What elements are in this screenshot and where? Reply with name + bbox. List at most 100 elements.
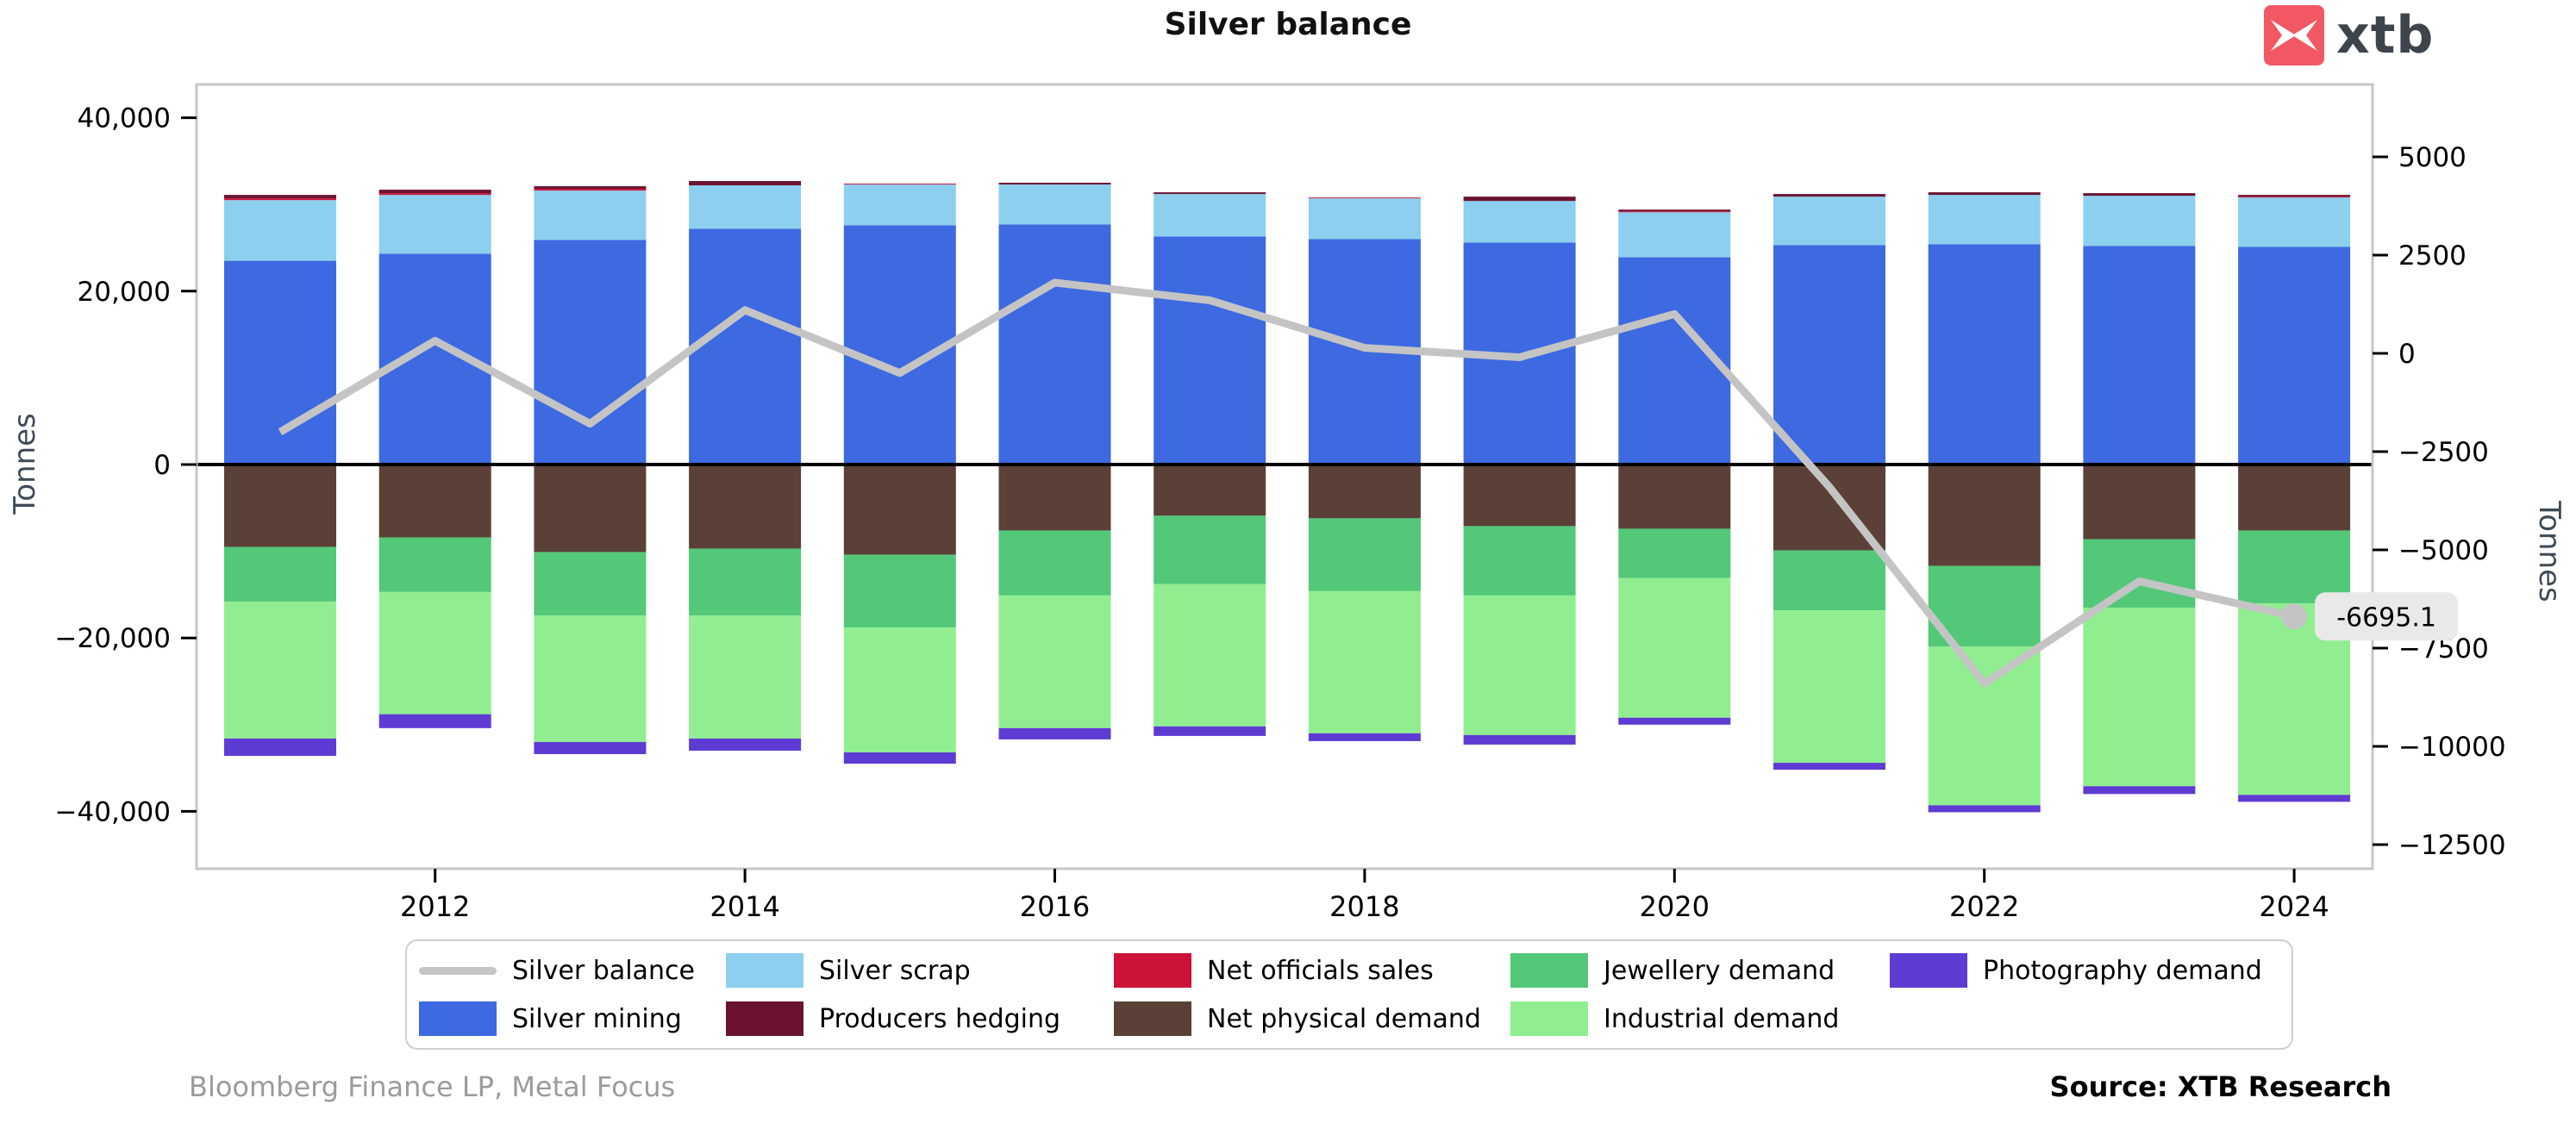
bar-segment-net-officials-sales-2011 bbox=[224, 198, 336, 201]
legend-swatch bbox=[419, 966, 497, 975]
bar-segment-silver-mining-2016 bbox=[998, 224, 1111, 465]
legend-label: Photography demand bbox=[1983, 955, 2262, 986]
x-tick-label: 2020 bbox=[1640, 890, 1710, 923]
right-tick-label: 2500 bbox=[2398, 240, 2467, 271]
legend-label: Silver mining bbox=[512, 1003, 682, 1034]
legend-item-jewellery-demand: Jewellery demand bbox=[1510, 953, 1890, 988]
bar-segment-silver-mining-2013 bbox=[534, 240, 647, 465]
bar-segment-industrial-demand-2023 bbox=[2083, 607, 2196, 787]
legend-label: Silver scrap bbox=[819, 955, 971, 986]
legend-swatch bbox=[1890, 953, 1967, 988]
left-tick-label: 40,000 bbox=[78, 103, 171, 134]
bar-segment-net-physical-demand-2023 bbox=[2083, 465, 2196, 540]
bar-segment-photography-demand-2020 bbox=[1618, 717, 1731, 725]
bar-segment-silver-scrap-2015 bbox=[843, 184, 956, 226]
x-tick-label: 2014 bbox=[710, 890, 779, 923]
bar-segment-net-physical-demand-2013 bbox=[534, 465, 647, 552]
bar-segment-silver-scrap-2011 bbox=[224, 200, 336, 261]
bar-segment-industrial-demand-2011 bbox=[224, 601, 336, 739]
bar-segment-net-officials-sales-2018 bbox=[1308, 197, 1421, 199]
value-annotation: -6695.1 bbox=[2336, 602, 2436, 633]
bar-segment-jewellery-demand-2018 bbox=[1308, 518, 1421, 591]
xtb-logo-icon bbox=[2264, 5, 2324, 66]
right-tick-label: −2500 bbox=[2398, 437, 2489, 468]
bar-segment-producers-hedging-2017 bbox=[1154, 192, 1266, 195]
right-tick-label: 5000 bbox=[2398, 142, 2467, 173]
bar-segment-net-officials-sales-2020 bbox=[1618, 211, 1731, 213]
bar-segment-jewellery-demand-2020 bbox=[1618, 528, 1731, 578]
legend-item-producers-hedging: Producers hedging bbox=[726, 1001, 1114, 1036]
legend-swatch bbox=[726, 1001, 803, 1036]
bar-segment-producers-hedging-2020 bbox=[1618, 209, 1731, 212]
bar-segment-industrial-demand-2013 bbox=[534, 615, 647, 742]
bar-segment-net-physical-demand-2014 bbox=[689, 465, 802, 549]
bar-segment-producers-hedging-2011 bbox=[224, 195, 336, 199]
legend-item-net-officials-sales: Net officials sales bbox=[1114, 953, 1510, 988]
bar-segment-net-physical-demand-2011 bbox=[224, 465, 336, 547]
x-tick-label: 2024 bbox=[2259, 890, 2329, 923]
legend-item-net-physical-demand: Net physical demand bbox=[1114, 1001, 1510, 1036]
bar-segment-silver-mining-2021 bbox=[1773, 245, 1885, 465]
bar-segment-jewellery-demand-2014 bbox=[689, 548, 802, 616]
chart-title: Silver balance bbox=[1164, 7, 1412, 42]
bar-segment-industrial-demand-2021 bbox=[1773, 610, 1885, 764]
bar-segment-net-physical-demand-2019 bbox=[1463, 465, 1576, 527]
bar-segment-silver-mining-2017 bbox=[1154, 236, 1266, 465]
bar-segment-silver-mining-2014 bbox=[689, 228, 802, 465]
bar-segment-industrial-demand-2017 bbox=[1154, 583, 1266, 727]
xtb-logo-text: xtb bbox=[2336, 5, 2435, 66]
right-tick-label: −5000 bbox=[2398, 535, 2489, 566]
left-axis-label: Tonnes bbox=[8, 413, 42, 515]
legend-label: Net physical demand bbox=[1207, 1003, 1481, 1034]
bar-segment-silver-scrap-2020 bbox=[1618, 212, 1731, 258]
bar-segment-photography-demand-2018 bbox=[1308, 733, 1421, 741]
bar-segment-net-physical-demand-2015 bbox=[843, 465, 956, 555]
left-tick-label: 20,000 bbox=[78, 277, 171, 308]
bar-segment-industrial-demand-2018 bbox=[1308, 590, 1421, 733]
x-tick-label: 2016 bbox=[1020, 890, 1090, 923]
bar-segment-silver-scrap-2012 bbox=[378, 195, 491, 254]
left-tick-label: −20,000 bbox=[55, 623, 171, 654]
legend-swatch bbox=[419, 1001, 497, 1036]
bar-segment-silver-scrap-2023 bbox=[2083, 196, 2196, 246]
xtb-logo: xtb bbox=[2264, 5, 2434, 66]
legend-swatch bbox=[1114, 1001, 1191, 1036]
bar-segment-jewellery-demand-2017 bbox=[1154, 515, 1266, 584]
bar-segment-silver-scrap-2013 bbox=[534, 190, 647, 240]
bar-segment-silver-mining-2024 bbox=[2238, 246, 2351, 465]
legend-swatch bbox=[1114, 953, 1191, 988]
bar-segment-industrial-demand-2014 bbox=[689, 615, 802, 739]
bar-segment-net-physical-demand-2022 bbox=[1928, 465, 2041, 566]
bar-segment-producers-hedging-2023 bbox=[2083, 193, 2196, 197]
bar-segment-producers-hedging-2013 bbox=[534, 186, 647, 190]
bar-segment-jewellery-demand-2024 bbox=[2238, 530, 2351, 603]
bar-segment-industrial-demand-2019 bbox=[1463, 595, 1576, 735]
bar-segment-silver-scrap-2019 bbox=[1463, 201, 1576, 243]
bar-segment-jewellery-demand-2011 bbox=[224, 546, 336, 602]
bar-segment-photography-demand-2023 bbox=[2083, 786, 2196, 795]
bar-segment-jewellery-demand-2021 bbox=[1773, 550, 1885, 611]
bar-segment-photography-demand-2014 bbox=[689, 738, 802, 751]
bar-segment-net-physical-demand-2016 bbox=[998, 465, 1111, 531]
bar-segment-silver-mining-2015 bbox=[843, 225, 956, 465]
plot-area bbox=[197, 84, 2373, 869]
bar-segment-net-physical-demand-2018 bbox=[1308, 465, 1421, 519]
bar-segment-photography-demand-2019 bbox=[1463, 734, 1576, 745]
source-credit: Source: XTB Research bbox=[2049, 1070, 2392, 1103]
bar-segment-producers-hedging-2019 bbox=[1463, 197, 1576, 202]
bar-segment-producers-hedging-2024 bbox=[2238, 195, 2351, 197]
bar-segment-photography-demand-2024 bbox=[2238, 795, 2351, 802]
legend-item-industrial-demand: Industrial demand bbox=[1510, 1001, 1890, 1036]
legend-item-silver-scrap: Silver scrap bbox=[726, 953, 1114, 988]
bar-segment-silver-scrap-2021 bbox=[1773, 197, 1885, 246]
x-tick-label: 2018 bbox=[1329, 890, 1399, 923]
bar-segment-jewellery-demand-2015 bbox=[843, 554, 956, 628]
bar-segment-jewellery-demand-2012 bbox=[378, 537, 491, 592]
bar-segment-silver-scrap-2024 bbox=[2238, 197, 2351, 247]
bar-segment-photography-demand-2011 bbox=[224, 738, 336, 757]
bar-segment-industrial-demand-2012 bbox=[378, 591, 491, 714]
legend-label: Producers hedging bbox=[819, 1003, 1061, 1034]
bar-segment-silver-mining-2011 bbox=[224, 260, 336, 465]
